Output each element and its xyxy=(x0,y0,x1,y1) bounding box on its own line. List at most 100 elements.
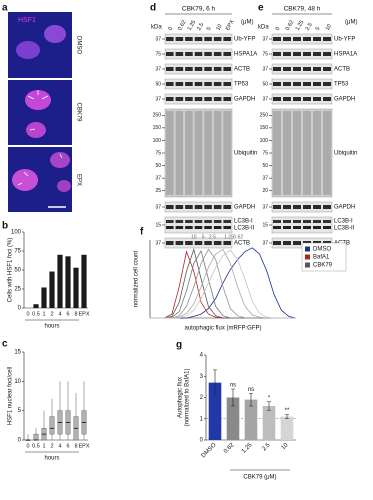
error-bar xyxy=(249,392,253,407)
band xyxy=(313,205,321,209)
x-tick-label: 6 xyxy=(66,311,69,317)
band xyxy=(293,220,301,223)
curve-label: 10 xyxy=(191,234,197,240)
x-tick-label: 6 xyxy=(66,443,69,449)
legend-label: BafA1 xyxy=(313,255,330,261)
legend-swatch xyxy=(305,262,310,268)
curve-label: 5 xyxy=(202,234,205,240)
y-label: (normalized to BafA1) xyxy=(185,368,191,426)
band xyxy=(283,205,291,209)
legend-swatch xyxy=(305,254,310,260)
x-tick-label: 1.25 xyxy=(241,442,254,455)
band xyxy=(185,82,193,86)
x-tick-label: 10 xyxy=(281,442,290,451)
band xyxy=(283,220,291,223)
band xyxy=(185,226,193,229)
x-tick-label: EPX xyxy=(78,443,89,449)
row-label: LC3B-II xyxy=(334,226,355,232)
y-tick-label: 100 xyxy=(11,230,22,236)
significance: ns xyxy=(230,383,236,389)
band xyxy=(194,220,203,223)
x-tick-label: 4 xyxy=(58,443,61,449)
nucleus xyxy=(16,41,40,59)
x-label: autophagic flux (mRFP:GFP) xyxy=(184,326,261,332)
x-tick-label: 1 xyxy=(42,443,45,449)
nucleus xyxy=(26,122,46,138)
axes xyxy=(149,240,296,319)
band xyxy=(293,67,301,71)
smear xyxy=(194,111,203,195)
band xyxy=(323,82,331,86)
bar xyxy=(49,271,55,308)
band xyxy=(273,205,281,209)
band xyxy=(194,82,203,86)
band xyxy=(283,82,291,86)
kda-label: 100 xyxy=(260,138,269,144)
band xyxy=(323,97,331,101)
lane-label: 0 xyxy=(168,26,175,32)
band xyxy=(204,205,212,209)
bar xyxy=(280,416,294,440)
band xyxy=(323,226,331,229)
blot-strip xyxy=(271,108,333,198)
band xyxy=(204,220,212,223)
band xyxy=(185,52,193,56)
band xyxy=(293,241,301,245)
x-tick-label: 2.5 xyxy=(261,442,272,453)
band xyxy=(175,226,184,229)
band xyxy=(166,205,174,209)
band xyxy=(223,220,231,223)
band xyxy=(194,67,203,71)
smear xyxy=(223,111,231,195)
y-tick-label: 10 xyxy=(14,379,21,385)
x-tick-label: 8 xyxy=(74,311,77,317)
kda-label: 150 xyxy=(260,125,269,131)
band xyxy=(213,220,222,223)
x-tick-label: DMSO xyxy=(201,442,218,459)
band xyxy=(223,52,231,56)
x-tick-label: 0 xyxy=(26,443,29,449)
nucleus xyxy=(57,180,71,192)
y-tick-label: 0 xyxy=(200,438,204,444)
band xyxy=(303,67,311,71)
band xyxy=(194,37,203,41)
band xyxy=(185,220,193,223)
row-label: Ubiquitin xyxy=(234,151,257,157)
y-label: Autophagic flux xyxy=(178,377,184,418)
row-label: GAPDH xyxy=(334,205,355,211)
blot-strip xyxy=(164,216,233,234)
band xyxy=(273,241,281,245)
band xyxy=(185,241,193,245)
panel-letter: a xyxy=(2,3,8,14)
box xyxy=(33,433,39,441)
band xyxy=(194,97,203,101)
smear xyxy=(283,111,291,195)
band xyxy=(166,220,174,223)
row-label: GAPDH xyxy=(234,205,255,211)
lane-label: 10 xyxy=(325,23,333,31)
kda-label: 15 xyxy=(262,222,268,228)
x-tick-label: 4 xyxy=(58,311,61,317)
bar xyxy=(81,254,87,308)
kda-label: 15 xyxy=(155,222,161,228)
band xyxy=(213,52,222,56)
x-tick-label: 0.5 xyxy=(32,443,40,449)
band xyxy=(313,97,321,101)
kda-label: 37 xyxy=(155,96,161,102)
bar xyxy=(57,254,63,308)
band xyxy=(323,220,331,223)
band xyxy=(185,205,193,209)
nucleus xyxy=(25,90,51,110)
lane-label: 2.5 xyxy=(305,22,314,32)
arrows xyxy=(27,90,49,131)
band xyxy=(185,37,193,41)
y-tick-label: 50 xyxy=(14,268,21,274)
kda-label: 250 xyxy=(260,113,269,119)
y-tick-label: 1 xyxy=(200,416,204,422)
kda-label: 150 xyxy=(153,125,162,131)
kda-label: 37 xyxy=(155,66,161,72)
band xyxy=(283,52,291,56)
kda-label: 37 xyxy=(155,240,161,246)
panel-letter: f xyxy=(140,227,144,238)
